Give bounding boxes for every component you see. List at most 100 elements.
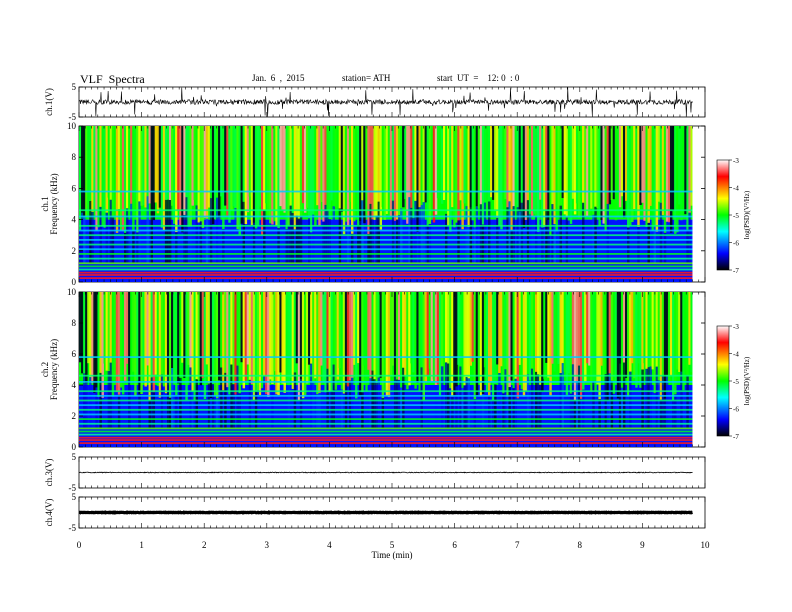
spec-streak-low: [487, 201, 491, 264]
spec-streak-low: [518, 211, 522, 264]
spec-streak: [154, 126, 158, 203]
spec-streak: [199, 292, 203, 386]
spec-streak: [430, 292, 434, 382]
spec-streak: [571, 292, 575, 365]
spec-streak: [430, 126, 434, 210]
y-axis-label: Frequency (kHz): [49, 173, 59, 234]
spec-streak: [393, 126, 397, 221]
spec-streak: [614, 292, 618, 385]
spec-streak: [152, 126, 156, 221]
spec-streak-low: [655, 366, 659, 429]
spec-streak: [563, 292, 567, 373]
spec-streak: [586, 292, 589, 364]
spec-streak: [633, 126, 636, 210]
spec-streak-low: [461, 387, 464, 429]
spec-streak: [510, 292, 513, 381]
spec-streak-low: [166, 375, 170, 429]
spec-streak: [177, 126, 180, 211]
ch1-spectrogram-image: [79, 126, 693, 282]
spec-streak: [99, 292, 102, 373]
spec-streak: [573, 292, 577, 401]
spec-streak: [121, 126, 125, 232]
spec-streak: [140, 292, 143, 394]
y-tick-label: -5: [69, 112, 77, 122]
spec-streak: [171, 126, 174, 206]
spec-streak: [168, 292, 172, 398]
spec-streak: [487, 292, 491, 396]
spec-streak: [218, 126, 221, 218]
spec-streak: [117, 126, 121, 209]
spec-streak: [598, 126, 601, 227]
spec-streak: [115, 126, 119, 233]
spec-streak: [314, 292, 317, 379]
spec-streak-low: [440, 366, 444, 429]
spec-streak: [624, 292, 628, 378]
spec-streak: [580, 292, 583, 399]
y-tick-label: -5: [69, 483, 77, 493]
spec-streak: [440, 126, 444, 204]
x-tick-label: 7: [515, 540, 520, 550]
spec-streak: [508, 292, 511, 388]
spec-streak: [361, 292, 364, 393]
spec-streak: [185, 292, 188, 400]
spec-streak-low: [434, 385, 438, 429]
spec-streak: [618, 126, 622, 208]
spec-streak: [230, 292, 233, 365]
spec-streak: [332, 292, 336, 365]
spec-streak: [308, 292, 311, 365]
spec-streak: [371, 292, 374, 371]
colorbar: [716, 159, 730, 271]
spec-streak: [240, 126, 243, 224]
spec-streak: [567, 292, 571, 374]
colorbar-label: log(PSD)(V²/Hz): [743, 190, 751, 239]
spec-streak: [669, 292, 673, 376]
spec-streak-low: [220, 367, 223, 429]
spec-streak: [142, 126, 145, 206]
spec-streak: [197, 126, 201, 223]
spec-streak: [424, 292, 428, 383]
spec-streak: [680, 292, 683, 372]
spec-streak: [447, 126, 450, 227]
spec-streak: [101, 292, 104, 398]
spec-streak-low: [361, 200, 364, 264]
spec-streak: [672, 126, 675, 211]
spec-streak: [134, 292, 137, 397]
spec-streak: [447, 292, 450, 364]
spec-streak: [201, 292, 205, 379]
spec-streak: [404, 292, 407, 377]
spec-streak: [543, 126, 546, 227]
spec-streak: [442, 292, 446, 364]
spec-streak-low: [326, 210, 329, 264]
y-tick-label: 6: [72, 183, 77, 193]
spec-streak: [308, 126, 311, 219]
y-tick-label: 5: [72, 492, 77, 502]
spec-streak: [567, 126, 571, 221]
spec-streak: [281, 292, 284, 384]
spec-streak-low: [395, 219, 399, 264]
spec-streak-low: [465, 377, 468, 429]
spec-streak-low: [688, 212, 691, 264]
spec-streak: [162, 292, 166, 387]
spec-streak: [303, 292, 307, 396]
spec-streak: [663, 126, 667, 233]
spec-streak: [537, 292, 540, 375]
spec-streak: [655, 292, 659, 367]
y-tick-label: 10: [67, 121, 77, 131]
spec-streak-low: [606, 203, 610, 264]
spec-streak-low: [508, 201, 511, 264]
spec-streak-low: [171, 368, 174, 429]
spec-streak: [303, 126, 307, 213]
spec-streak: [103, 292, 106, 364]
spec-hline: [79, 190, 693, 193]
spec-streak: [205, 126, 209, 219]
colorbar-tick-label: -3: [733, 323, 739, 331]
spec-hline: [79, 262, 693, 265]
spec-streak: [528, 292, 532, 380]
spec-streak: [305, 126, 309, 208]
spec-streak: [516, 292, 520, 399]
colorbar-tick-label: -7: [733, 267, 739, 275]
spec-streak: [173, 292, 176, 384]
y-tick-label: 8: [72, 152, 77, 162]
spec-streak: [604, 292, 607, 375]
